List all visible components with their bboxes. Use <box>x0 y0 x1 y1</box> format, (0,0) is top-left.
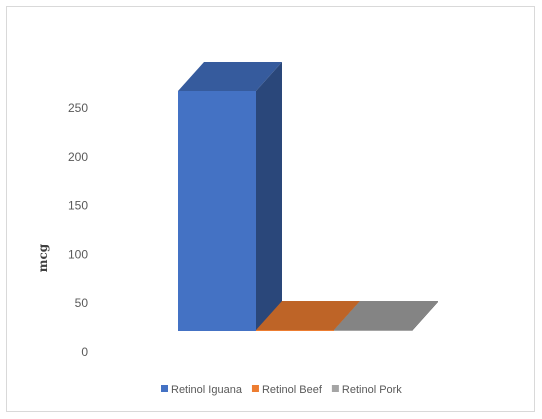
bar-top-face <box>256 301 360 330</box>
y-tick-label: 50 <box>75 296 89 310</box>
bar-side-face <box>412 301 438 331</box>
bar-top-face <box>178 62 282 91</box>
y-tick-label: 150 <box>68 199 88 213</box>
legend-swatch <box>251 385 259 392</box>
legend-item: Retinol Pork <box>331 384 402 396</box>
bars <box>178 62 438 331</box>
bar-front-face <box>334 330 412 331</box>
bar-side-face <box>256 62 282 331</box>
y-tick-label: 250 <box>68 101 88 115</box>
legend-label: Retinol Beef <box>262 384 323 396</box>
legend-label: Retinol Iguana <box>171 384 243 396</box>
y-tick-label: 0 <box>81 345 88 359</box>
legend-swatch <box>161 385 168 392</box>
y-tick-label: 200 <box>68 150 88 164</box>
bar-front-face <box>256 330 334 331</box>
legend-label: Retinol Pork <box>342 384 402 396</box>
y-tick-label: 100 <box>68 247 88 261</box>
bar-retinol-iguana <box>178 62 282 331</box>
legend-item: Retinol Iguana <box>161 384 243 396</box>
legend-swatch <box>331 385 339 392</box>
bar-top-face <box>334 301 438 330</box>
legend: Retinol Iguana Retinol Beef Retinol Pork <box>161 384 402 396</box>
y-axis-label: mcg <box>36 243 50 272</box>
y-axis-ticks: 0 50 100 150 200 250 <box>68 101 88 359</box>
legend-item: Retinol Beef <box>251 384 323 396</box>
bar-front-face <box>178 91 256 331</box>
bar-retinol-pork <box>334 301 438 331</box>
